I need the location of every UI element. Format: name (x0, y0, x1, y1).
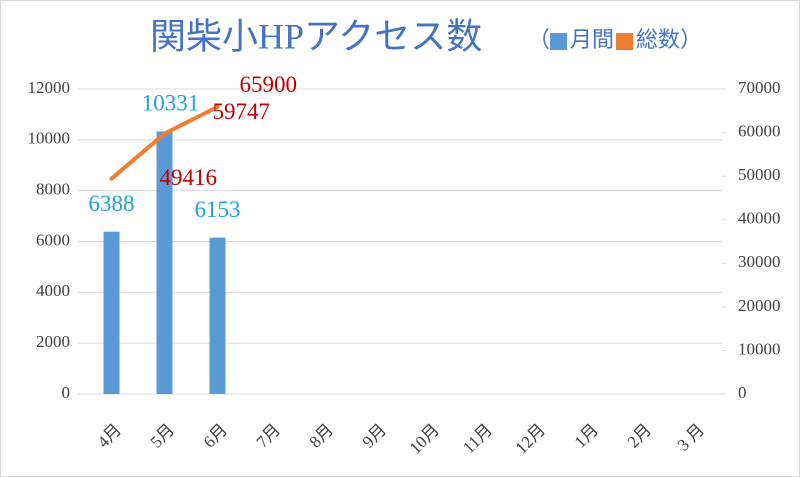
line-value-label: 59747 (213, 99, 271, 124)
y2-tick-label: 50000 (738, 165, 781, 184)
legend-label: 総数 (636, 27, 680, 52)
legend-bracket: ） (680, 27, 702, 52)
bar-value-label: 6153 (195, 197, 241, 222)
bar (156, 131, 173, 394)
y2-tick-label: 20000 (738, 296, 781, 315)
bar-value-label: 6388 (89, 191, 135, 216)
line-value-label: 49416 (160, 165, 218, 190)
y2-tick-label: 40000 (738, 209, 781, 228)
legend-swatch (550, 33, 567, 50)
legend-bracket: （ (528, 27, 550, 52)
y-tick-label: 12000 (28, 78, 71, 97)
y2-tick-label: 10000 (738, 339, 781, 358)
legend: （ 月間 総数） (528, 27, 702, 52)
y-tick-label: 2000 (36, 332, 70, 351)
y-tick-label: 8000 (36, 180, 70, 199)
y-tick-label: 6000 (36, 230, 70, 249)
bar (209, 237, 226, 394)
y2-tick-label: 70000 (738, 78, 781, 97)
chart-title: 関柴小HPアクセス数 (150, 16, 482, 56)
bar (103, 231, 120, 394)
y-tick-label: 10000 (28, 129, 71, 148)
legend-swatch (616, 33, 633, 50)
line (109, 104, 220, 181)
y-tick-label: 4000 (36, 281, 70, 300)
y-tick-label: 0 (62, 383, 71, 402)
line-value-label: 65900 (240, 72, 298, 97)
y2-tick-label: 30000 (738, 252, 781, 271)
y2-tick-label: 0 (738, 383, 747, 402)
legend-label: 月間 (570, 27, 614, 52)
bar-value-label: 10331 (142, 91, 200, 116)
y2-tick-label: 60000 (738, 121, 781, 140)
